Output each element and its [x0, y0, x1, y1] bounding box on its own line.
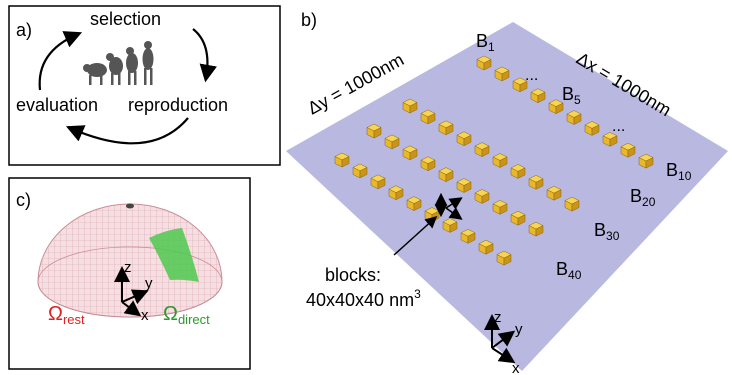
nano-block-array: [334, 55, 654, 266]
panel-c-label: c): [16, 190, 31, 210]
panel-b-label: b): [301, 10, 317, 30]
nano-block: [492, 153, 508, 168]
step-reproduction: reproduction: [128, 95, 228, 115]
substrate-plane: [286, 22, 728, 371]
nano-block: [384, 134, 400, 150]
evolution-icon: [83, 41, 154, 85]
panel-a-frame: [8, 5, 281, 166]
nano-block: [438, 167, 454, 183]
nano-block: [366, 123, 382, 139]
arrow-reproduction-to-evaluation: [65, 117, 189, 145]
omega-direct-label: Ωdirect: [163, 303, 210, 327]
nano-block: [548, 99, 564, 115]
step-selection: selection: [90, 9, 161, 29]
panel-b-axis-y: y: [515, 321, 523, 338]
arrow-evaluation-to-selection: [38, 31, 83, 91]
block-label-b5: B5: [562, 84, 581, 107]
blocks-size: 40x40x40 nm3: [306, 287, 421, 310]
nano-block: [564, 196, 580, 212]
nano-block: [402, 145, 418, 161]
block-label-b10: B10: [666, 160, 692, 183]
nano-block: [474, 142, 490, 158]
block-label-b30: B30: [594, 220, 620, 243]
axis-z-label: z: [124, 259, 132, 276]
panel-b: b) Δy = 1000nm Δx = 1000nm ... ... B1 B5…: [286, 10, 728, 375]
nano-block: [566, 110, 582, 125]
ellipsis-row1: ...: [525, 67, 538, 84]
nano-block: [492, 200, 508, 215]
panel-b-axis-z: z: [494, 309, 502, 326]
nano-block: [620, 142, 636, 158]
nano-block: [528, 175, 544, 190]
nano-block: [442, 218, 458, 233]
nano-block: [474, 189, 490, 204]
nano-block: [438, 120, 454, 136]
axis-y-label: y: [145, 275, 153, 292]
block-label-b40: B40: [556, 259, 582, 282]
nano-block: [584, 121, 600, 136]
step-evaluation: evaluation: [16, 95, 98, 115]
omega-rest-label: Ωrest: [48, 303, 85, 327]
arrow-selection-to-reproduction: [192, 28, 217, 83]
block-label-b20: B20: [630, 186, 656, 209]
nano-block: [546, 185, 562, 201]
panel-a: a) selection reproduction evaluation: [8, 5, 281, 166]
hemisphere-pole: [126, 203, 134, 209]
nano-block: [456, 178, 472, 193]
nano-block: [402, 98, 418, 114]
nano-block: [460, 229, 476, 244]
nano-block: [510, 164, 526, 179]
nano-block: [352, 163, 368, 179]
nano-block: [528, 221, 544, 237]
hemisphere-base: [37, 246, 223, 318]
blocks-caption: blocks:: [325, 265, 381, 285]
nano-block: [420, 156, 436, 172]
panel-c: c) z y x Ωrest Ωdirect: [8, 177, 251, 370]
nano-block: [456, 131, 472, 147]
nano-block: [494, 66, 510, 82]
block-axes-marker: [434, 192, 463, 220]
nano-block: [638, 153, 654, 169]
nano-block: [334, 152, 350, 168]
omega-direct-patch: [149, 228, 199, 282]
panel-b-axis-x: x: [512, 360, 520, 375]
block-pointer-arrow: [393, 215, 438, 256]
nano-block: [512, 77, 528, 93]
nano-block: [476, 55, 492, 71]
nano-block: [370, 174, 386, 190]
panel-a-label: a): [16, 20, 32, 40]
nano-block: [496, 250, 512, 266]
nano-block: [388, 185, 404, 201]
nano-block: [478, 239, 494, 255]
nano-block: [420, 109, 436, 125]
nano-block: [510, 210, 526, 226]
block-label-b1: B1: [476, 31, 495, 54]
panel-b-axes: [484, 314, 516, 364]
nano-block: [602, 132, 618, 147]
nano-block: [530, 88, 546, 104]
axis-x-label: x: [141, 307, 149, 324]
nano-block: [406, 196, 422, 212]
panel-c-axes: [114, 266, 149, 317]
ellipsis-row2: ...: [612, 118, 625, 135]
